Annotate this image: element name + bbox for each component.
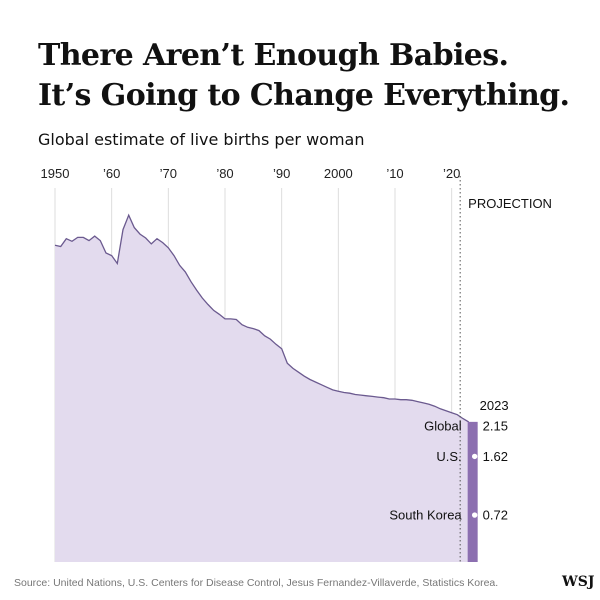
projection-label: PROJECTION <box>468 196 552 211</box>
marker-dot <box>471 512 478 518</box>
chart-subtitle: Global estimate of live births per woman <box>38 130 365 149</box>
marker-label: U.S. <box>436 449 461 464</box>
x-tick-label: ’60 <box>103 166 120 181</box>
x-tick-label: ’70 <box>160 166 177 181</box>
x-tick-label: 2000 <box>324 166 353 181</box>
source-note: Source: United Nations, U.S. Centers for… <box>14 577 499 589</box>
x-tick-label: ’80 <box>216 166 233 181</box>
title-line-2: It’s Going to Change Everything. <box>38 78 570 113</box>
series-line <box>54 213 470 423</box>
marker-value: 1.62 <box>483 449 508 464</box>
marker-label: South Korea <box>389 508 462 523</box>
x-tick-label: ’10 <box>386 166 403 181</box>
marker-dot <box>471 453 478 460</box>
x-tick-label: ’20 <box>443 166 460 181</box>
series-area <box>55 215 469 562</box>
x-tick-label: ’90 <box>273 166 290 181</box>
projection-markers: Global 2.15 U.S. 1.62 South Korea 0.72 <box>389 418 508 522</box>
publisher-logo: WSJ <box>562 574 595 590</box>
x-tick-label: 1950 <box>41 166 70 181</box>
chart-title: There Aren’t Enough Babies. It’s Going t… <box>38 36 578 116</box>
marker-value: 0.72 <box>483 508 508 523</box>
marker-label: Global <box>424 418 462 433</box>
title-line-1: There Aren’t Enough Babies. <box>38 38 509 73</box>
marker-value: 2.15 <box>483 418 508 433</box>
projection-bar <box>467 421 478 562</box>
year-label: 2023 <box>480 398 509 413</box>
x-axis-ticks: 1950 ’60 ’70 ’80 ’90 2000 ’10 ’20 <box>41 166 461 181</box>
